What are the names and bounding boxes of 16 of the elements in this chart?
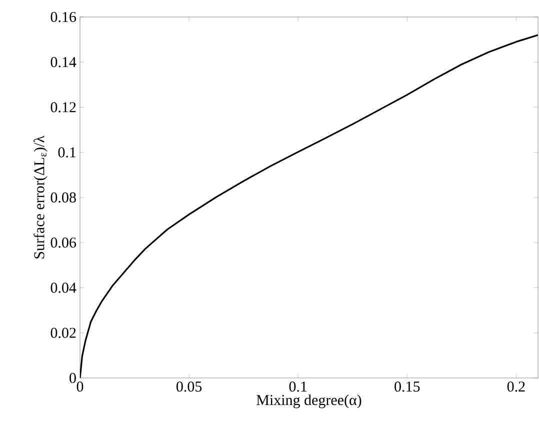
y-tick-label: 0.1 <box>58 147 76 158</box>
y-tick-label: 0.12 <box>50 102 76 112</box>
y-axis-title: Surface error(ΔL$_{ε}$)/λ <box>34 136 48 258</box>
y-tick-label: 0.14 <box>50 57 76 68</box>
x-tick-label: 0.15 <box>394 382 420 392</box>
y-tick-label: 0.04 <box>50 282 76 293</box>
x-axis-title: Mixing degree(α) <box>256 394 362 408</box>
x-tick-label: 0.05 <box>176 382 202 392</box>
y-tick-label: 0.08 <box>50 192 76 203</box>
x-tick-label: 0.1 <box>289 382 307 392</box>
x-tick-label: 0 <box>76 382 84 392</box>
y-tick-label: 0.06 <box>50 238 76 248</box>
y-tick-label: 0.02 <box>50 328 76 338</box>
y-tick-label: 0 <box>70 372 76 384</box>
y-tick-label: 0.16 <box>50 12 76 22</box>
x-tick-label: 0.2 <box>507 382 525 392</box>
